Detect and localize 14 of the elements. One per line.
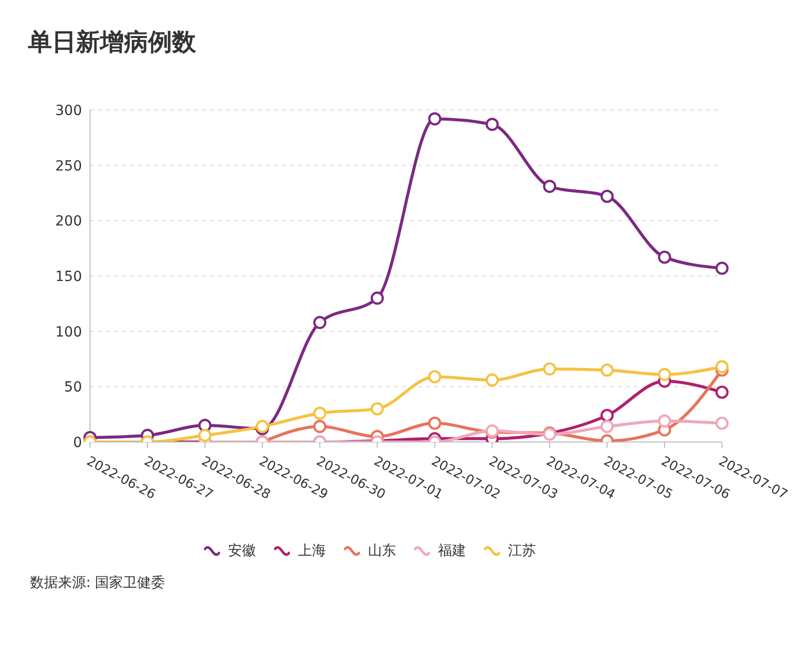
legend-label: 福建 [438, 542, 466, 560]
y-tick-label: 0 [73, 434, 82, 451]
y-tick-label: 100 [55, 324, 82, 340]
y-tick-label: 250 [55, 158, 82, 174]
y-tick-label: 300 [55, 102, 82, 119]
legend-label: 上海 [298, 542, 326, 560]
y-tick-label: 200 [55, 214, 82, 230]
y-tick-label: 50 [64, 380, 82, 396]
legend-label: 安徽 [228, 542, 256, 560]
legend-label: 山东 [368, 542, 396, 560]
y-tick-label: 150 [55, 268, 82, 285]
chart-title: 单日新增病例数 [27, 27, 197, 58]
legend-label: 江苏 [508, 542, 536, 560]
source-note: 数据来源: 国家卫健委 [29, 574, 166, 592]
